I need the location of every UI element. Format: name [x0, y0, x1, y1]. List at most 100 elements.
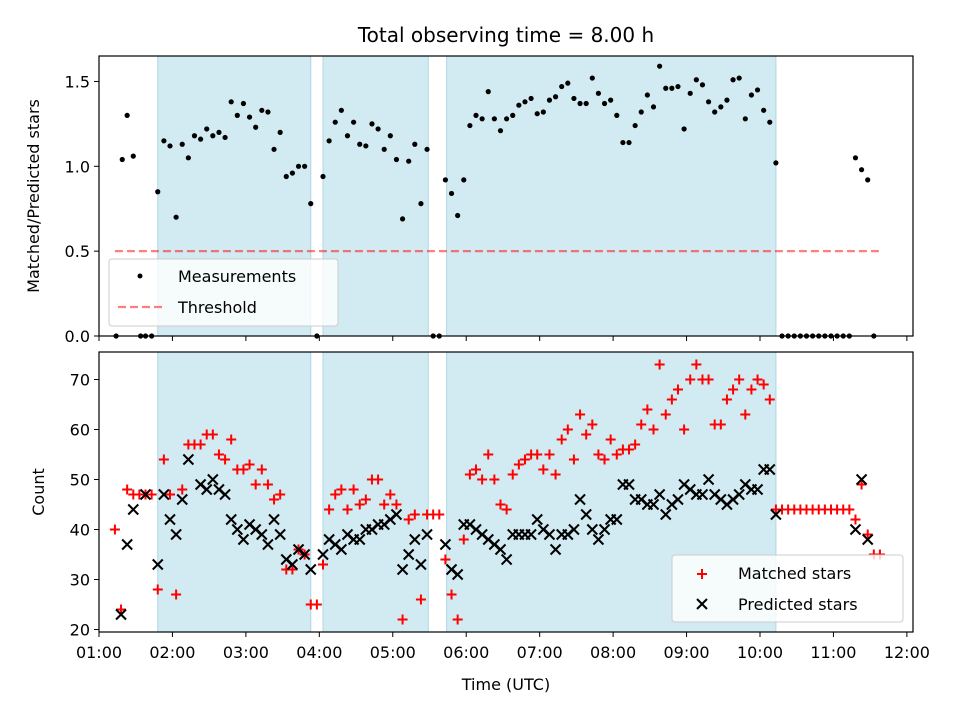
measurement-point [197, 136, 204, 142]
top-y-tick-label: 1.5 [65, 72, 90, 91]
measurement-point [283, 173, 289, 180]
matched-star-point [440, 554, 451, 565]
matched-star-point [764, 394, 775, 405]
matched-star-point [244, 459, 255, 470]
x-tick-label: 09:00 [663, 643, 709, 662]
measurement-point [381, 146, 387, 152]
measurement-point [761, 107, 767, 113]
measurement-point [522, 99, 528, 105]
matched-star-point [354, 499, 365, 510]
measurement-point [583, 100, 589, 107]
top-plot-frame [98, 55, 914, 337]
matched-star-point [850, 514, 861, 525]
predicted-star-point [335, 543, 348, 556]
measurement-point [479, 116, 485, 122]
measurement-point [693, 77, 699, 83]
measurement-point [179, 141, 185, 147]
predicted-star-point [225, 513, 237, 526]
predicted-star-point [207, 473, 219, 486]
matched-star-point [752, 374, 763, 385]
measurement-point [614, 112, 620, 118]
measurement-point [191, 133, 198, 139]
measurement-point [222, 134, 228, 141]
predicted-star-point [396, 563, 409, 576]
matched-star-point [501, 504, 512, 515]
measurement-point [491, 116, 497, 122]
predicted-star-point [647, 498, 660, 511]
measurement-point [632, 122, 638, 129]
measurement-point [675, 83, 681, 90]
matched-star-point [452, 614, 463, 625]
matched-star-point [373, 474, 384, 485]
predicted-star-point [286, 558, 299, 571]
bot-shaded-interval-1 [157, 351, 312, 633]
measurement-point [302, 163, 308, 169]
bot-y-tick-label: 70 [70, 371, 90, 390]
predicted-star-point [592, 533, 605, 546]
predicted-star-point [568, 523, 580, 536]
predicted-star-point [543, 528, 556, 541]
x-tick-label: 12:00 [884, 643, 930, 662]
measurement-point [467, 122, 473, 129]
bottom-y-axis-label: Count [29, 468, 48, 516]
measurement-point [393, 156, 400, 163]
measurement-point [504, 116, 510, 122]
matched-star-point [226, 434, 237, 445]
predicted-star-point [201, 483, 213, 496]
matched-star-point [171, 589, 182, 600]
predicted-star-point [598, 523, 611, 536]
measurement-point [130, 153, 136, 159]
matched-star-point [599, 454, 610, 465]
matched-star-point [715, 419, 726, 430]
matched-star-point [318, 559, 329, 570]
matched-star-point [177, 484, 188, 495]
measurement-point [748, 92, 755, 98]
legend-matched-label: Matched stars [738, 564, 851, 583]
predicted-star-point [494, 543, 507, 556]
measurement-point [497, 128, 504, 134]
matched-star-point [636, 419, 647, 430]
matched-star-point [654, 359, 665, 370]
predicted-star-point [862, 533, 874, 546]
measurement-point [185, 155, 191, 161]
x-tick-label: 02:00 [149, 643, 195, 662]
matched-star-point [464, 469, 475, 480]
x-tick-label: 07:00 [517, 643, 563, 662]
predicted-star-point [653, 488, 666, 501]
measurement-point [540, 109, 546, 115]
predicted-star-point [660, 508, 672, 521]
measurement-point [412, 141, 418, 147]
measurement-point [357, 141, 363, 147]
matched-star-point [256, 464, 267, 475]
matched-star-point [195, 439, 206, 450]
top-panel: 0.0 0.5 1.0 1.5 Matched/Predicted stars Mea… [24, 55, 914, 346]
matched-star-point [611, 449, 622, 460]
predicted-star-point [274, 528, 286, 541]
x-tick-label: 01:00 [76, 643, 122, 662]
matched-star-point [311, 599, 322, 610]
matched-star-point [624, 444, 635, 455]
predicted-star-point [115, 608, 127, 621]
bot-y-tick-label: 60 [70, 421, 90, 440]
matched-star-point [220, 454, 231, 465]
matched-star-point [238, 464, 249, 475]
predicted-star-point [170, 528, 182, 541]
predicted-star-point [256, 528, 268, 541]
measurement-point [399, 216, 406, 222]
measurement-point [167, 143, 173, 149]
predicted-star-point [121, 538, 133, 551]
top-y-tick-label: 0.5 [65, 242, 90, 261]
predicted-star-point [415, 558, 427, 571]
predicted-star-point [390, 508, 403, 521]
matched-star-point [544, 449, 555, 460]
x-tick-label: 03:00 [223, 643, 269, 662]
matched-star-point [330, 489, 341, 500]
matched-star-point [483, 449, 494, 460]
matched-star-point [862, 529, 873, 540]
measurement-point [210, 133, 216, 139]
measurement-point [485, 89, 491, 95]
matched-star-point [666, 394, 677, 405]
matched-star-point [489, 474, 500, 485]
measurement-point [295, 163, 302, 169]
